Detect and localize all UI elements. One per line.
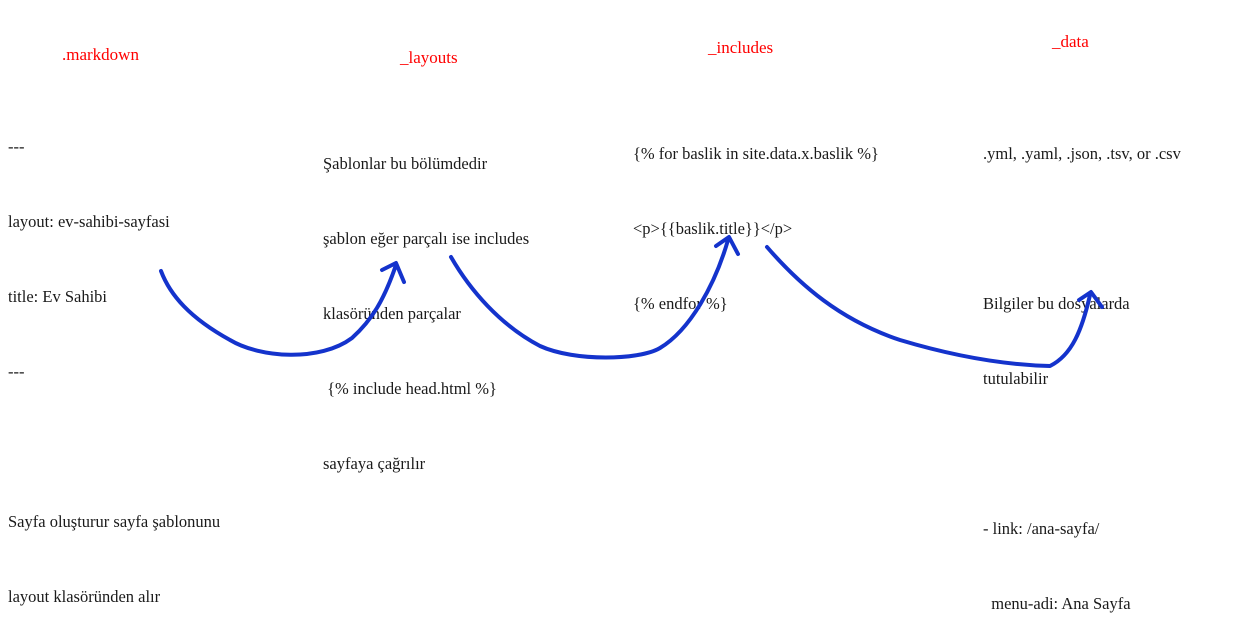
layouts-line: Şablonlar bu bölümdedir bbox=[323, 154, 488, 173]
data-line: tutulabilir bbox=[983, 369, 1049, 388]
arrow-markdown-to-layouts bbox=[159, 263, 398, 357]
layouts-line: klasöründen parçalar bbox=[323, 304, 461, 323]
arrow-layouts-to-includes bbox=[449, 238, 730, 360]
markdown-line: Sayfa oluşturur sayfa şablonunu bbox=[8, 512, 221, 531]
markdown-line: --- bbox=[8, 137, 25, 156]
arrowhead-layouts-to-includes bbox=[714, 235, 740, 256]
flow-arrows bbox=[159, 235, 1104, 368]
includes-line: <p>{{baslik.title}}</p> bbox=[633, 219, 793, 238]
data-line: .yml, .yaml, .json, .tsv, or .csv bbox=[983, 144, 1181, 163]
includes-line: {% for baslik in site.data.x.baslik %} bbox=[633, 144, 879, 163]
arrow-includes-to-data bbox=[765, 245, 1092, 368]
markdown-line: title: Ev Sahibi bbox=[8, 287, 107, 306]
markdown-line: layout klasöründen alır bbox=[8, 587, 161, 606]
markdown-line bbox=[8, 434, 220, 459]
data-line: Bilgiler bu dosyalarda bbox=[983, 294, 1130, 313]
heading-markdown: .markdown bbox=[62, 45, 139, 64]
layouts-line: sayfaya çağrılır bbox=[323, 454, 426, 473]
markdown-line: layout: ev-sahibi-sayfasi bbox=[8, 212, 170, 231]
data-line bbox=[983, 441, 1181, 466]
arrowhead-markdown-to-layouts bbox=[380, 261, 406, 284]
markdown-line: --- bbox=[8, 362, 25, 381]
heading-layouts: _layouts bbox=[400, 48, 458, 67]
data-line: - link: /ana-sayfa/ bbox=[983, 519, 1100, 538]
includes-line: {% endfor %} bbox=[633, 294, 728, 313]
includes-block: {% for baslik in site.data.x.baslik %} <… bbox=[633, 91, 879, 341]
data-line: menu-adi: Ana Sayfa bbox=[983, 594, 1131, 613]
arrowhead-includes-to-data bbox=[1077, 290, 1104, 309]
layouts-line: şablon eğer parçalı ise includes bbox=[323, 229, 530, 248]
heading-data: _data bbox=[1052, 32, 1089, 51]
layouts-line: {% include head.html %} bbox=[323, 379, 497, 398]
heading-includes: _includes bbox=[708, 38, 774, 57]
